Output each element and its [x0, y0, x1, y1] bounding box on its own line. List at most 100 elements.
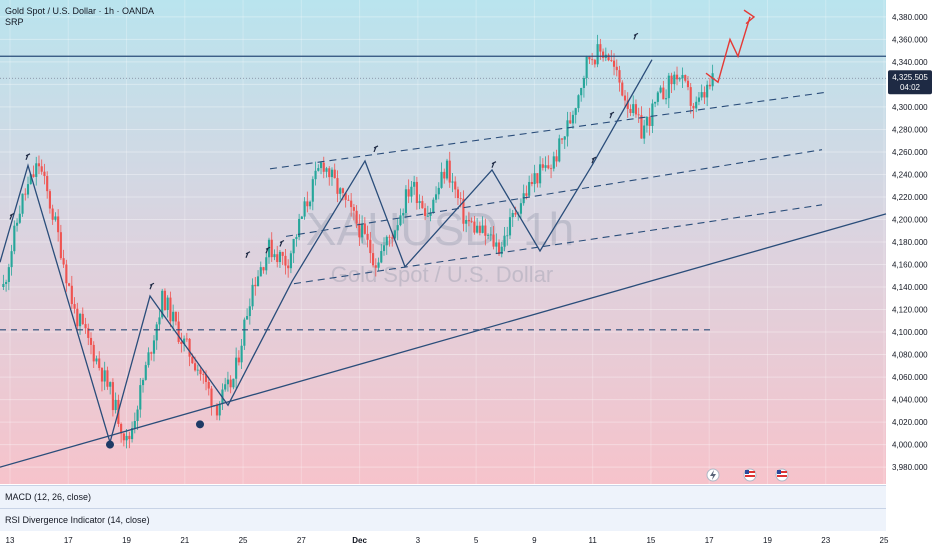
time-tick-label: 25	[880, 536, 889, 545]
candle-body	[377, 262, 380, 268]
candle-body	[270, 239, 273, 258]
candle-body	[303, 201, 306, 217]
channel-dashed-line[interactable]	[269, 91, 827, 170]
candle-body	[2, 283, 5, 288]
candle-body	[248, 306, 251, 317]
candle-body	[700, 92, 703, 98]
candle-body	[10, 251, 13, 268]
price-tick-label: 4,160.000	[892, 261, 928, 270]
candle-body	[295, 237, 298, 239]
candle-body	[273, 254, 276, 258]
pivot-dot[interactable]	[196, 420, 204, 429]
time-tick-label: 9	[532, 536, 537, 545]
channel-dashed-line[interactable]	[293, 204, 823, 285]
time-tick-label: 17	[705, 536, 714, 545]
candle-body	[355, 210, 358, 224]
hammer-marker	[609, 111, 615, 119]
candle-body	[57, 216, 60, 233]
zigzag-path[interactable]	[0, 59, 653, 445]
candle-body	[232, 378, 235, 388]
hammer-marker	[149, 282, 155, 290]
candle-body	[648, 116, 651, 126]
candle-body	[21, 193, 24, 214]
current-price-badge[interactable]: 4,325.505 04:02	[888, 70, 932, 95]
candle-body	[344, 192, 347, 200]
candle-body	[32, 174, 35, 177]
candle-body	[120, 423, 123, 434]
lightning-icon[interactable]	[706, 468, 720, 482]
candle-body	[259, 267, 262, 277]
candle-body	[317, 168, 320, 171]
candle-body	[136, 409, 139, 422]
candle-body	[24, 193, 27, 195]
candle-body	[396, 225, 399, 231]
candle-body	[169, 297, 172, 322]
candle-body	[506, 235, 509, 237]
candle-body	[336, 178, 339, 194]
candle-body	[224, 384, 227, 390]
watermark: XAUUSD, 1h Gold Spot / U.S. Dollar	[306, 203, 574, 287]
indicator-label[interactable]: SRP	[5, 17, 24, 27]
candle-body	[59, 232, 62, 259]
macd-pane[interactable]: MACD (12, 26, close)	[0, 485, 886, 508]
candle-body	[81, 313, 84, 325]
candle-body	[424, 208, 427, 216]
symbol-title[interactable]: Gold Spot / U.S. Dollar · 1h · OANDA	[5, 6, 155, 16]
candle-body	[503, 235, 506, 247]
us-flag-icon[interactable]	[743, 468, 757, 482]
candle-body	[489, 234, 492, 236]
candle-body	[487, 234, 490, 236]
candle-body	[366, 233, 369, 240]
candle-body	[322, 162, 325, 172]
pivot-dot[interactable]	[106, 440, 114, 449]
rsi-pane[interactable]: RSI Divergence Indicator (14, close)	[0, 508, 886, 531]
candle-body	[29, 174, 32, 185]
candle-body	[199, 369, 202, 375]
candle-body	[147, 352, 150, 366]
chart-background	[0, 0, 886, 484]
rsi-label[interactable]: RSI Divergence Indicator (14, close)	[5, 515, 150, 525]
candle-body	[610, 60, 613, 61]
candle-body	[98, 358, 101, 369]
candle-body	[385, 236, 388, 246]
price-tick-label: 4,240.000	[892, 170, 928, 179]
channel-dashed-line[interactable]	[285, 149, 823, 237]
us-flag-icon[interactable]	[775, 468, 789, 482]
candle-body	[454, 181, 457, 190]
candle-body	[78, 313, 82, 327]
candle-body	[399, 215, 402, 226]
candle-body	[292, 238, 295, 254]
price-tick-label: 4,080.000	[892, 351, 928, 360]
projection-path[interactable]	[705, 16, 751, 84]
candle-body	[484, 225, 487, 236]
time-tick-label: 19	[122, 536, 131, 545]
candle-body	[152, 340, 156, 354]
candle-body	[13, 225, 16, 252]
candle-body	[659, 87, 662, 93]
price-tick-label: 4,300.000	[892, 103, 928, 112]
candle-body	[656, 92, 659, 102]
candle-body	[65, 264, 68, 284]
candle-body	[651, 103, 654, 126]
candle-body	[106, 370, 109, 387]
ascending-trendline[interactable]	[0, 213, 887, 468]
candle-body	[678, 78, 681, 80]
watermark-symbol: XAUUSD, 1h	[306, 203, 574, 255]
time-axis: 13 17 19 21 25 27 Dec 3 5 9 11 15 17 19 23 25	[6, 536, 889, 545]
hammer-marker	[245, 251, 251, 258]
candle-body	[18, 213, 21, 223]
candle-body	[371, 253, 375, 266]
candle-body	[508, 217, 512, 236]
price-tick-label: 4,180.000	[892, 238, 928, 247]
candle-body	[470, 221, 473, 223]
candle-body	[177, 321, 180, 342]
candle-body	[251, 284, 254, 307]
candle-body	[191, 356, 194, 364]
candle-body	[684, 75, 687, 81]
candle-body	[443, 171, 446, 179]
macd-label[interactable]: MACD (12, 26, close)	[5, 492, 92, 502]
candle-body	[128, 435, 131, 440]
candle-body	[174, 311, 177, 322]
